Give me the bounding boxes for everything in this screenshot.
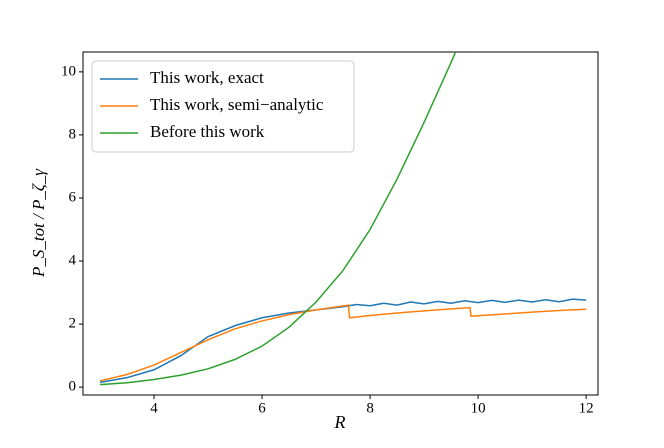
x-tick-label: 6 (258, 400, 266, 416)
x-tick-label: 12 (579, 400, 594, 416)
plot-frame (82, 51, 599, 396)
x-tick-label: 8 (366, 400, 374, 416)
y-tick-label: 2 (69, 316, 77, 332)
legend-box (91, 60, 355, 153)
plot-lines (99, 52, 587, 386)
line-series (99, 304, 587, 382)
y-tick-label: 0 (69, 379, 77, 395)
y-tick-label: 8 (69, 126, 77, 142)
legend-label: This work, exact (150, 68, 264, 87)
line-series (99, 52, 457, 386)
x-axis-label: R (334, 412, 346, 432)
y-tick-label: 10 (61, 63, 76, 79)
x-tick-label: 10 (471, 400, 486, 416)
line-series (99, 298, 587, 384)
y-tick-label: 4 (69, 252, 77, 268)
x-tick-label: 4 (150, 400, 158, 416)
legend-label: This work, semi−analytic (150, 95, 324, 114)
y-tick-label: 6 (69, 189, 77, 205)
y-axis-label: P_S_tot / P_ζ_γ (29, 168, 48, 278)
legend-label: Before this work (150, 122, 265, 141)
